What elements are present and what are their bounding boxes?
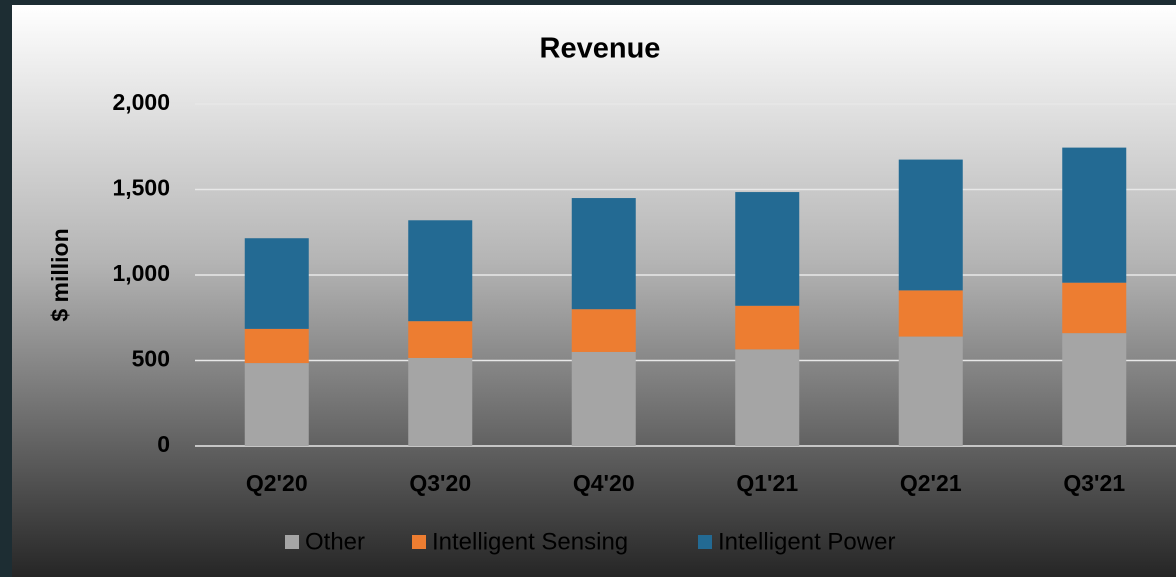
bar-segment	[735, 192, 800, 306]
bar-segment	[1062, 333, 1127, 446]
x-tick-label: Q3'21	[1063, 470, 1125, 496]
chart-title: Revenue	[540, 33, 661, 65]
y-tick-label: 1,000	[112, 260, 170, 286]
legend-swatch	[412, 535, 426, 549]
x-tick-label: Q2'21	[900, 470, 962, 496]
x-tick-label: Q1'21	[736, 470, 798, 496]
bar-segment	[408, 357, 473, 446]
bar-segment	[571, 309, 636, 352]
bar-segment	[898, 290, 963, 337]
bar-segment	[244, 328, 309, 364]
bar-segment	[898, 336, 963, 446]
y-tick-label: 0	[157, 431, 170, 457]
bar-segment	[735, 305, 800, 350]
x-tick-label: Q2'20	[246, 470, 308, 496]
y-tick-label: 1,500	[112, 175, 170, 201]
bar-segment	[244, 238, 309, 329]
bar-segment	[1062, 282, 1127, 334]
bar-segment	[898, 159, 963, 291]
bar-segment	[408, 220, 473, 322]
bar-segment	[408, 321, 473, 358]
legend-label: Intelligent Sensing	[432, 528, 628, 555]
legend-swatch	[698, 535, 712, 549]
legend-label: Intelligent Power	[718, 528, 895, 555]
x-tick-label: Q3'20	[409, 470, 471, 496]
y-tick-label: 500	[132, 346, 170, 372]
legend-swatch	[285, 535, 299, 549]
bar-segment	[1062, 147, 1127, 283]
y-tick-label: 2,000	[112, 89, 170, 115]
bar-segment	[571, 198, 636, 310]
legend-label: Other	[305, 528, 365, 555]
x-tick-label: Q4'20	[573, 470, 635, 496]
bar-segment	[244, 363, 309, 446]
y-axis-label: $ million	[47, 228, 73, 321]
bar-segment	[571, 351, 636, 446]
bar-segment	[735, 349, 800, 446]
